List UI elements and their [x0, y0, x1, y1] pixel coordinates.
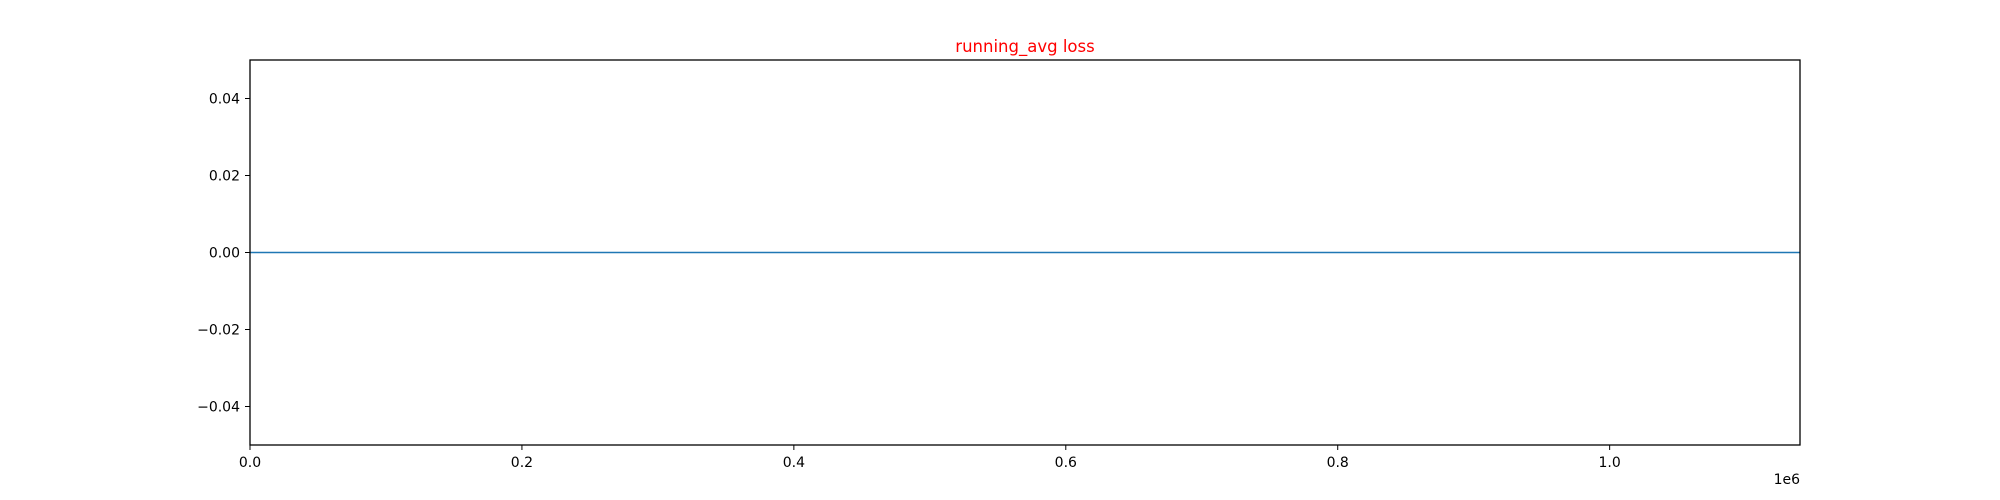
y-tick-label: 0.04	[209, 92, 240, 108]
y-tick-label: −0.04	[197, 400, 240, 416]
y-axis-ticks: −0.04 −0.02 0.00 0.02 0.04	[197, 92, 250, 416]
plot-frame	[249, 59, 1801, 446]
x-tick-label: 0.2	[511, 455, 533, 471]
y-tick-label: 0.00	[209, 246, 240, 262]
x-axis-ticks: 0.0 0.2 0.4 0.6 0.8 1.0	[239, 445, 1621, 471]
x-axis-offset-label: 1e6	[1774, 472, 1801, 488]
chart-title: running_avg loss	[955, 37, 1094, 57]
x-tick-label: 0.0	[239, 455, 261, 471]
x-tick-label: 0.8	[1327, 455, 1349, 471]
x-tick-label: 0.4	[783, 455, 805, 471]
y-tick-label: 0.02	[209, 169, 240, 185]
x-tick-label: 0.6	[1055, 455, 1077, 471]
x-tick-label: 1.0	[1599, 455, 1621, 471]
y-tick-label: −0.02	[197, 323, 240, 339]
